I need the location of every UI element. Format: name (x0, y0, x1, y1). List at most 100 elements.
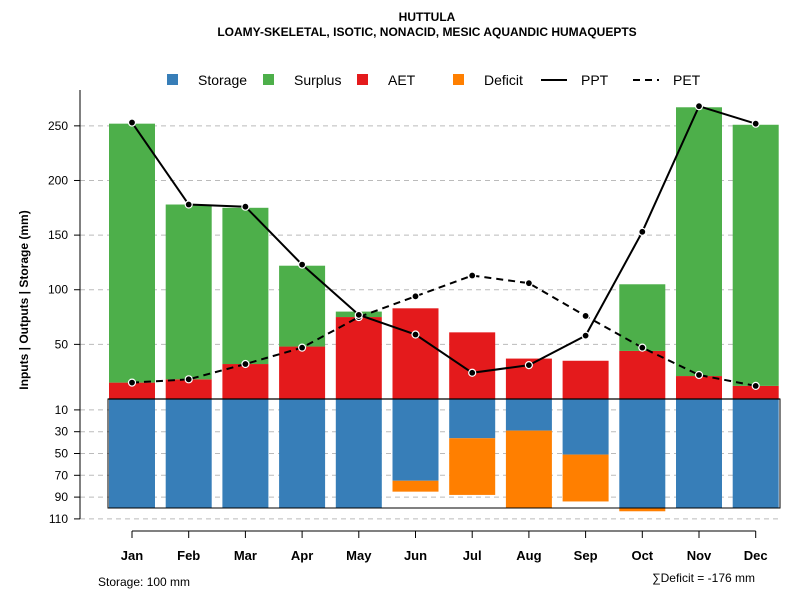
storage-bar (449, 399, 496, 439)
ppt-point (298, 260, 307, 269)
x-tick-label: Jul (463, 548, 482, 563)
storage-bar (562, 399, 609, 455)
deficit-note: ∑Deficit = -176 mm (652, 571, 755, 585)
legend-label: Surplus (294, 72, 341, 88)
legend-label: PET (673, 72, 701, 88)
pet-point (751, 381, 760, 390)
deficit-bar (505, 430, 552, 508)
legend-label: AET (388, 72, 416, 88)
deficit-bar (392, 480, 439, 492)
y-axis-label: Inputs | Outputs | Storage (mm) (17, 210, 31, 389)
x-tick-label: Jun (404, 548, 427, 563)
surplus-bar (619, 284, 666, 351)
y-tick-label: 110 (49, 512, 68, 526)
ppt-point (468, 368, 477, 377)
ppt-point (411, 330, 420, 339)
pet-point (694, 370, 704, 380)
pet-line (131, 274, 756, 387)
ppt-point (638, 227, 647, 236)
storage-bar (109, 399, 155, 508)
y-tick-label: 50 (55, 337, 69, 351)
aet-bar (109, 382, 155, 399)
pet-point (468, 271, 477, 280)
deficit-bar (562, 454, 609, 502)
legend-label: Storage (198, 72, 247, 88)
storage-bar (676, 399, 722, 508)
storage-bar (392, 399, 439, 481)
pet-point (581, 311, 590, 321)
pet-point (524, 279, 534, 288)
y-tick-label: 50 (55, 447, 69, 461)
deficit-bar (619, 508, 666, 512)
y-tick-label: 30 (55, 425, 69, 439)
aet-bar (279, 346, 326, 399)
storage-bar (732, 399, 779, 508)
storage-bar (619, 399, 666, 508)
legend-swatch (263, 74, 274, 85)
aet-bar (222, 364, 269, 399)
aet-bar (619, 350, 666, 399)
x-tick-label: Aug (516, 548, 541, 563)
legend-label: Deficit (484, 72, 523, 88)
aet-bar (335, 317, 382, 399)
legend-swatch (453, 74, 464, 85)
chart-subtitle: LOAMY-SKELETAL, ISOTIC, NONACID, MESIC A… (217, 25, 636, 39)
pet-point (127, 378, 137, 387)
pet-point (411, 292, 420, 301)
x-tick-label: Dec (744, 548, 768, 563)
storage-bar (335, 399, 382, 508)
y-tick-label: 100 (48, 283, 68, 297)
storage-bar (279, 399, 326, 508)
aet-bar (165, 379, 212, 399)
legend-label: PPT (581, 72, 609, 88)
storage-bar (222, 399, 269, 508)
chart-title: HUTTULA (399, 10, 456, 24)
y-tick-label: 150 (48, 228, 68, 242)
ppt-line (131, 104, 756, 374)
surplus-bar (109, 123, 155, 383)
pet-point (638, 343, 647, 352)
y-tick-label: 200 (48, 173, 68, 187)
pet-point (241, 359, 250, 369)
ppt-point (751, 119, 760, 128)
storage-note: Storage: 100 mm (98, 575, 190, 589)
x-tick-label: Apr (291, 548, 313, 563)
deficit-bar (449, 438, 496, 495)
x-tick-label: Sep (574, 548, 598, 563)
axes: 50 100 150 200 250 10 30 50 70 90 110 Jan Feb Mar Apr M… (48, 90, 768, 563)
bars (107, 107, 781, 512)
surplus-bar (165, 204, 212, 380)
surplus-bar (676, 107, 722, 377)
aet-bar (449, 332, 496, 399)
pet-point (298, 343, 307, 352)
ppt-point (581, 331, 590, 340)
storage-bar (165, 399, 212, 508)
ppt-point (127, 118, 137, 127)
legend-swatch (357, 74, 368, 85)
ppt-point (524, 361, 534, 370)
x-tick-label: Nov (687, 548, 712, 563)
aet-bar (676, 376, 722, 399)
surplus-bar (732, 124, 779, 386)
legend: Storage Surplus AET Deficit PPT PET (167, 72, 701, 88)
y-tick-label: 70 (55, 468, 69, 482)
aet-bar (562, 360, 609, 399)
y-tick-label: 90 (55, 490, 69, 504)
ppt-point (184, 200, 193, 209)
surplus-bar (222, 207, 269, 365)
ppt-point (354, 310, 363, 319)
pet-point (184, 375, 193, 384)
aet-bar (732, 385, 779, 399)
x-tick-label: May (346, 548, 372, 563)
ppt-point (694, 102, 704, 111)
legend-swatch (167, 74, 178, 85)
storage-bar (505, 399, 552, 431)
x-tick-label: Jan (121, 548, 143, 563)
x-tick-label: Mar (234, 548, 257, 563)
y-tick-label: 10 (55, 403, 69, 417)
aet-bar (392, 308, 439, 399)
ppt-point (241, 202, 250, 211)
x-tick-label: Oct (631, 548, 653, 563)
